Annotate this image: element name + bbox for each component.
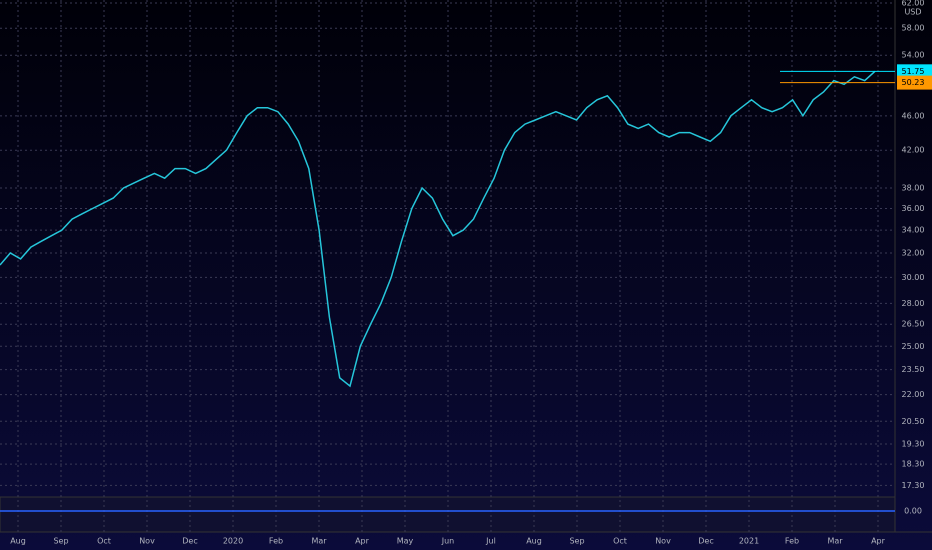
y-tick-label: 23.50 <box>902 365 925 374</box>
y-tick-label: 46.00 <box>902 111 925 120</box>
x-tick-label: 2020 <box>223 537 243 546</box>
x-tick-label: Oct <box>97 537 111 546</box>
x-tick-label: May <box>397 537 414 546</box>
x-tick-label: Aug <box>526 537 542 546</box>
x-tick-label: 2021 <box>739 537 759 546</box>
y-tick-label: 34.00 <box>902 226 925 235</box>
x-tick-label: Apr <box>355 537 370 546</box>
y-tick-label: 25.00 <box>902 342 925 351</box>
indicator-label: 0.00 <box>904 507 922 516</box>
x-tick-label: Feb <box>269 537 283 546</box>
currency-label: USD <box>904 8 921 17</box>
y-tick-label: 17.30 <box>902 481 925 490</box>
y-tick-label: 54.00 <box>902 51 925 60</box>
x-tick-label: Jun <box>441 537 455 546</box>
price-tag <box>897 64 932 79</box>
y-tick-label: 19.30 <box>902 440 925 449</box>
x-tick-label: Dec <box>698 537 713 546</box>
price-tag-label: 50.23 <box>902 78 925 87</box>
y-tick-label: 18.30 <box>902 460 925 469</box>
y-tick-label: 62.00 <box>902 0 925 8</box>
x-tick-label: Jul <box>485 537 496 546</box>
x-tick-label: Oct <box>613 537 627 546</box>
y-tick-label: 38.00 <box>902 184 925 193</box>
x-tick-label: Mar <box>311 537 327 546</box>
x-tick-label: Apr <box>871 537 886 546</box>
x-tick-label: Aug <box>10 537 26 546</box>
x-tick-label: Sep <box>53 537 68 546</box>
x-tick-label: Nov <box>655 537 671 546</box>
y-tick-label: 58.00 <box>902 24 925 33</box>
y-tick-label: 22.00 <box>902 390 925 399</box>
y-tick-label: 30.00 <box>902 273 925 282</box>
x-tick-label: Dec <box>182 537 197 546</box>
price-line <box>0 70 876 388</box>
y-tick-label: 26.50 <box>902 320 925 329</box>
x-tick-label: Nov <box>139 537 155 546</box>
y-tick-label: 42.00 <box>902 146 925 155</box>
x-tick-label: Sep <box>569 537 584 546</box>
y-tick-label: 32.00 <box>902 248 925 257</box>
x-tick-label: Mar <box>827 537 843 546</box>
price-tag-label: 51.75 <box>902 67 925 76</box>
y-tick-label: 36.00 <box>902 204 925 213</box>
x-tick-label: Feb <box>785 537 799 546</box>
y-tick-label: 20.50 <box>902 417 925 426</box>
price-tag <box>897 75 932 90</box>
y-tick-label: 28.00 <box>902 299 925 308</box>
